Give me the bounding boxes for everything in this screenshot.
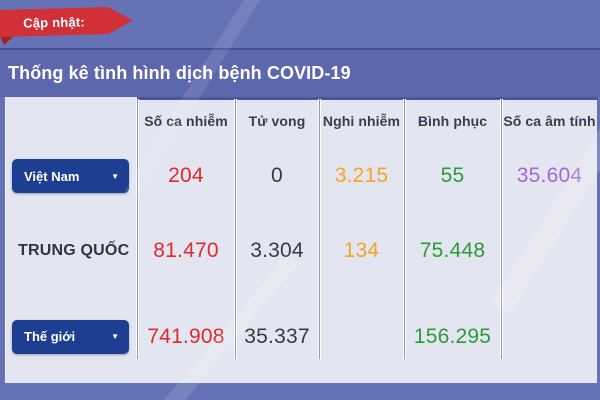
stats-grid: Số ca nhiễm Tử vong Nghi nhiễm Bình phục… <box>6 97 598 383</box>
country-select-world-label: Thế giới <box>24 329 76 344</box>
column-header-negative: Số ca âm tính <box>503 112 596 129</box>
covid-stats-table: Số ca nhiễm Tử vong Nghi nhiễm Bình phục… <box>5 97 598 383</box>
vietnam-recovered-value: 55 <box>440 164 465 187</box>
chevron-down-icon: ▼ <box>111 332 119 341</box>
world-infected-value: 741.908 <box>147 324 225 348</box>
china-negative-value <box>501 212 598 290</box>
ribbon-arrow-shape <box>0 7 133 45</box>
china-suspected-value: 134 <box>343 239 380 262</box>
table-row-china: TRUNG QUỐC <box>6 212 137 290</box>
column-separator <box>403 99 406 359</box>
vietnam-suspected-value: 3.215 <box>334 164 389 187</box>
update-label: Cập nhật: <box>22 13 86 31</box>
china-label: TRUNG QUỐC <box>18 242 130 259</box>
table-row-world: Thế giới ▼ <box>6 290 137 383</box>
world-deaths-value: 35.337 <box>244 324 310 348</box>
title-bar: Thống kê tình hình dịch bệnh COVID-19 <box>0 48 600 97</box>
column-header-deaths: Tử vong <box>248 112 306 129</box>
country-select-world[interactable]: Thế giới ▼ <box>12 319 129 354</box>
page-title: Thống kê tình hình dịch bệnh COVID-19 <box>8 63 351 83</box>
column-separator <box>500 99 503 359</box>
column-header-blank <box>6 97 137 140</box>
column-separator <box>136 99 139 359</box>
table-row-vietnam: Việt Nam ▼ <box>6 140 137 212</box>
vietnam-infected-value: 204 <box>168 164 204 187</box>
column-separator <box>234 99 237 359</box>
country-select-vietnam-label: Việt Nam <box>24 168 80 184</box>
world-negative-value <box>501 290 598 383</box>
china-deaths-value: 3.304 <box>250 239 304 262</box>
chevron-down-icon: ▼ <box>111 171 119 181</box>
update-ribbon: Cập nhật: <box>0 0 150 50</box>
world-suspected-value <box>319 290 404 383</box>
column-header-suspected: Nghi nhiễm <box>322 112 401 129</box>
column-separator <box>318 99 321 359</box>
country-select-vietnam[interactable]: Việt Nam ▼ <box>12 159 129 193</box>
china-infected-value: 81.470 <box>153 239 219 262</box>
column-header-recovered: Bình phục <box>417 112 488 129</box>
table-header-border <box>137 97 598 100</box>
world-recovered-value: 156.295 <box>413 324 492 348</box>
vietnam-deaths-value: 0 <box>271 164 283 187</box>
column-header-infected: Số ca nhiễm <box>144 112 228 129</box>
vietnam-negative-value: 35.604 <box>516 164 583 187</box>
china-recovered-value: 75.448 <box>419 239 486 262</box>
